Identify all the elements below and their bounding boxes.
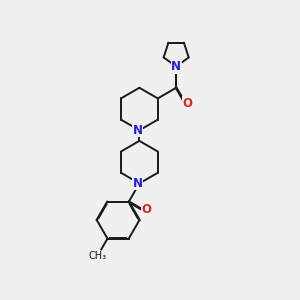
Text: O: O [182,97,192,110]
Text: CH₃: CH₃ [88,251,106,261]
Text: O: O [141,203,151,216]
Text: N: N [133,124,143,137]
Text: N: N [171,60,181,73]
Text: N: N [171,60,181,73]
Text: N: N [133,177,143,190]
